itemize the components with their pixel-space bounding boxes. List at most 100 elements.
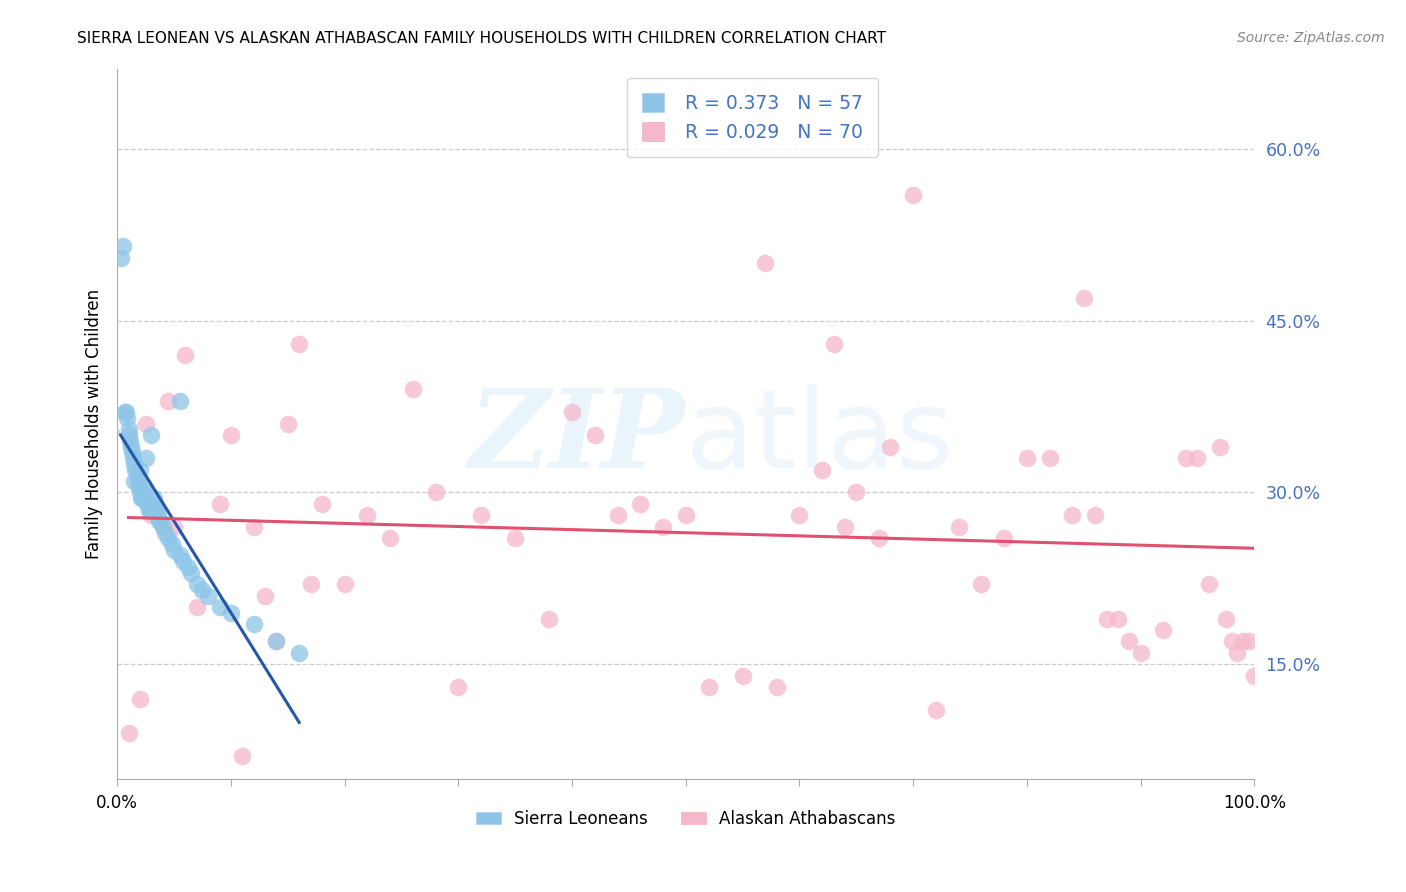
Point <box>208 600 231 615</box>
Point <box>1152 623 1174 637</box>
Point <box>697 680 720 694</box>
Point <box>1095 611 1118 625</box>
Point <box>174 348 197 362</box>
Point <box>1107 611 1129 625</box>
Point <box>176 560 198 574</box>
Point <box>127 474 149 488</box>
Point <box>1073 291 1095 305</box>
Point <box>172 554 194 568</box>
Point <box>142 491 165 506</box>
Point <box>868 531 890 545</box>
Point <box>134 485 156 500</box>
Point <box>1209 440 1232 454</box>
Point <box>180 566 202 580</box>
Point <box>845 485 868 500</box>
Point <box>111 239 134 253</box>
Point <box>160 537 183 551</box>
Point <box>402 382 425 396</box>
Point <box>1215 611 1237 625</box>
Point <box>1062 508 1084 523</box>
Text: Source: ZipAtlas.com: Source: ZipAtlas.com <box>1237 31 1385 45</box>
Point <box>146 508 169 523</box>
Point <box>823 336 845 351</box>
Point <box>117 422 139 436</box>
Point <box>152 520 174 534</box>
Point <box>186 577 208 591</box>
Point <box>135 451 157 466</box>
Text: atlas: atlas <box>686 384 955 491</box>
Point <box>124 462 146 476</box>
Point <box>425 485 447 500</box>
Point <box>652 520 675 534</box>
Text: ZIP: ZIP <box>470 384 686 491</box>
Point <box>288 336 311 351</box>
Point <box>120 440 142 454</box>
Point <box>1039 451 1062 466</box>
Point <box>675 508 697 523</box>
Point <box>128 480 150 494</box>
Point <box>834 520 856 534</box>
Point <box>146 508 169 523</box>
Point <box>731 669 754 683</box>
Point <box>266 634 288 648</box>
Point <box>993 531 1015 545</box>
Point <box>447 680 470 694</box>
Point <box>754 256 776 270</box>
Point <box>901 187 924 202</box>
Point <box>242 617 264 632</box>
Point <box>219 428 242 442</box>
Point <box>1084 508 1107 523</box>
Point <box>208 497 231 511</box>
Point <box>141 502 163 516</box>
Point <box>925 703 948 717</box>
Point <box>503 531 526 545</box>
Point <box>135 417 157 431</box>
Point <box>169 549 191 563</box>
Point <box>186 600 208 615</box>
Point <box>242 520 264 534</box>
Legend: Sierra Leoneans, Alaskan Athabascans: Sierra Leoneans, Alaskan Athabascans <box>470 803 903 835</box>
Point <box>141 428 163 442</box>
Point <box>163 542 186 557</box>
Text: SIERRA LEONEAN VS ALASKAN ATHABASCAN FAMILY HOUSEHOLDS WITH CHILDREN CORRELATION: SIERRA LEONEAN VS ALASKAN ATHABASCAN FAM… <box>77 31 886 46</box>
Point <box>132 480 155 494</box>
Point <box>141 502 163 516</box>
Point <box>333 577 356 591</box>
Point <box>135 491 157 506</box>
Point <box>117 428 139 442</box>
Point <box>219 606 242 620</box>
Point <box>1237 634 1260 648</box>
Point <box>139 502 162 516</box>
Point <box>148 514 170 528</box>
Point <box>121 445 143 459</box>
Point <box>1226 646 1249 660</box>
Point <box>538 611 561 625</box>
Point <box>110 251 132 265</box>
Point <box>157 531 180 545</box>
Point <box>115 405 138 419</box>
Point <box>1243 669 1265 683</box>
Point <box>583 428 606 442</box>
Point <box>356 508 378 523</box>
Point <box>191 582 214 597</box>
Point <box>129 691 152 706</box>
Point <box>149 514 172 528</box>
Point <box>136 497 159 511</box>
Point <box>125 468 148 483</box>
Point <box>152 520 174 534</box>
Point <box>1232 634 1254 648</box>
Point <box>122 457 145 471</box>
Point <box>169 393 191 408</box>
Point <box>143 497 166 511</box>
Point <box>141 508 163 523</box>
Point <box>628 497 651 511</box>
Point <box>145 502 167 516</box>
Point <box>789 508 811 523</box>
Point <box>118 434 141 448</box>
Point <box>470 508 492 523</box>
Point <box>288 646 311 660</box>
Point <box>117 726 139 740</box>
Point <box>122 474 145 488</box>
Point <box>311 497 333 511</box>
Point <box>135 497 157 511</box>
